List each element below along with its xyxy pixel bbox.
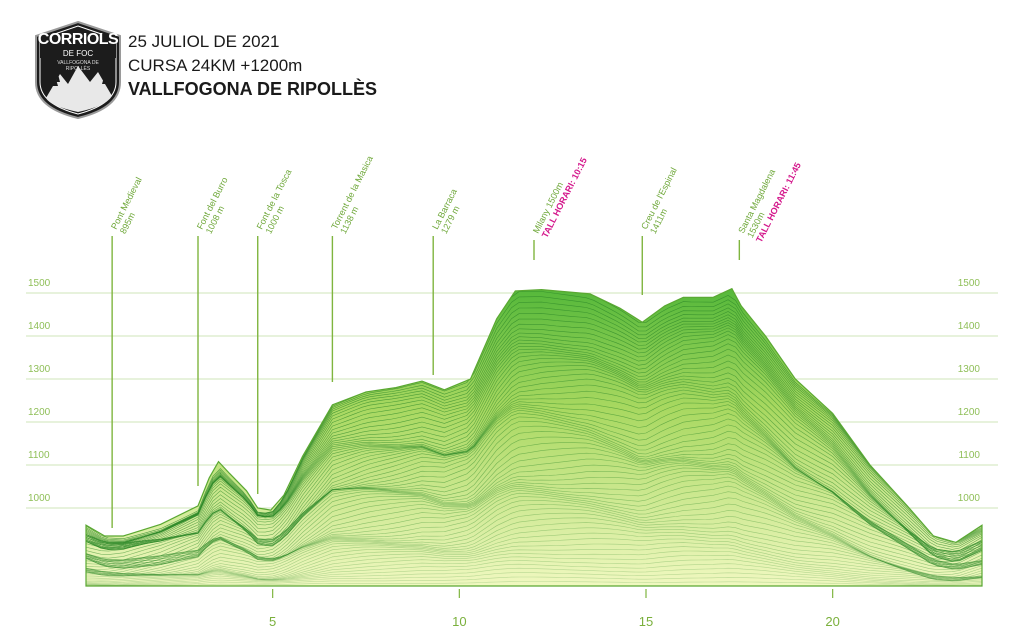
x-tick-label: 10 <box>452 614 466 629</box>
contour-line <box>86 485 982 576</box>
contour-line <box>86 365 982 562</box>
contour-line <box>86 348 982 558</box>
contour-line <box>86 416 982 568</box>
contour-line <box>86 361 982 562</box>
y-tick-label-right: 1000 <box>958 493 981 504</box>
x-tick-label: 5 <box>269 614 276 629</box>
elevation-area <box>86 288 982 586</box>
y-tick-label-right: 1200 <box>958 407 981 418</box>
y-tick-label-right: 1300 <box>958 364 981 375</box>
contour-line <box>86 296 982 542</box>
contour-line <box>86 467 982 565</box>
contour-line <box>86 313 982 543</box>
contour-line <box>86 452 982 569</box>
y-tick-label-left: 1200 <box>28 407 51 418</box>
contour-line <box>86 572 982 586</box>
contour-line <box>86 291 982 541</box>
contour-line <box>86 307 982 543</box>
contour-line <box>86 554 982 583</box>
contour-line <box>86 373 982 560</box>
logo-arc-text: VALLFOGONA DE RIPOLLÈS <box>57 60 99 72</box>
y-tick-label-left: 1000 <box>28 493 51 504</box>
contour-line <box>86 369 982 562</box>
y-tick-label-left: 1400 <box>28 321 51 332</box>
contour-line <box>86 343 982 555</box>
contour-line <box>86 542 982 580</box>
race-date: 25 JULIOL DE 2021 <box>128 32 280 51</box>
contour-line <box>86 558 982 584</box>
contour-line <box>86 576 982 586</box>
y-tick-label-right: 1100 <box>958 450 980 461</box>
x-tick-label: 15 <box>639 614 653 629</box>
contour-line <box>86 491 982 576</box>
contour-line <box>86 464 982 565</box>
contour-line <box>86 476 982 573</box>
contour-line <box>86 462 982 566</box>
contour-line <box>86 358 982 562</box>
contour-line <box>86 508 982 582</box>
contour-line <box>86 500 982 580</box>
contour-line <box>86 458 982 568</box>
x-tick-label: 20 <box>825 614 839 629</box>
contour-line <box>86 404 982 559</box>
contour-line <box>86 550 982 581</box>
contour-line <box>86 288 982 540</box>
logo-subtitle: DE FOC <box>62 49 94 58</box>
contour-line <box>86 496 982 578</box>
contour-line <box>86 442 982 570</box>
elevation-outline <box>85 287 983 587</box>
contour-line <box>86 532 982 579</box>
y-tick-label-right: 1400 <box>958 321 981 332</box>
contour-line <box>86 522 982 581</box>
contour-line <box>86 436 982 570</box>
contour-line <box>86 447 982 570</box>
contour-line <box>86 567 982 585</box>
contour-line <box>86 512 982 582</box>
contour-line <box>86 470 982 568</box>
contour-line <box>86 393 982 553</box>
contour-line <box>86 527 982 580</box>
logo-title: CORRIOLS <box>37 31 119 48</box>
contour-group <box>86 288 982 586</box>
contour-line <box>86 384 982 556</box>
y-tick-label-left: 1100 <box>28 450 50 461</box>
contour-line <box>86 378 982 558</box>
contour-line <box>86 517 982 581</box>
contour-line <box>86 338 982 553</box>
contour-line <box>86 480 982 574</box>
contour-line <box>86 546 982 580</box>
contour-line <box>86 563 982 585</box>
race-location: VALLFOGONA DE RIPOLLÈS <box>128 79 378 99</box>
contour-line <box>86 317 982 544</box>
contour-line <box>86 538 982 579</box>
contour-line <box>86 301 982 543</box>
contour-line <box>86 354 982 560</box>
y-tick-label-left: 1500 <box>28 278 51 289</box>
y-tick-label-right: 1500 <box>958 278 981 289</box>
contour-line <box>86 389 982 554</box>
contour-line <box>86 581 982 586</box>
y-tick-label-left: 1300 <box>28 364 51 375</box>
contour-line <box>86 503 982 581</box>
race-distance: CURSA 24KM +1200m <box>128 56 303 75</box>
contour-line <box>86 473 982 570</box>
corriols-de-foc-logo: CORRIOLS DE FOC VALLFOGONA DE RIPOLLÈS <box>32 20 124 120</box>
